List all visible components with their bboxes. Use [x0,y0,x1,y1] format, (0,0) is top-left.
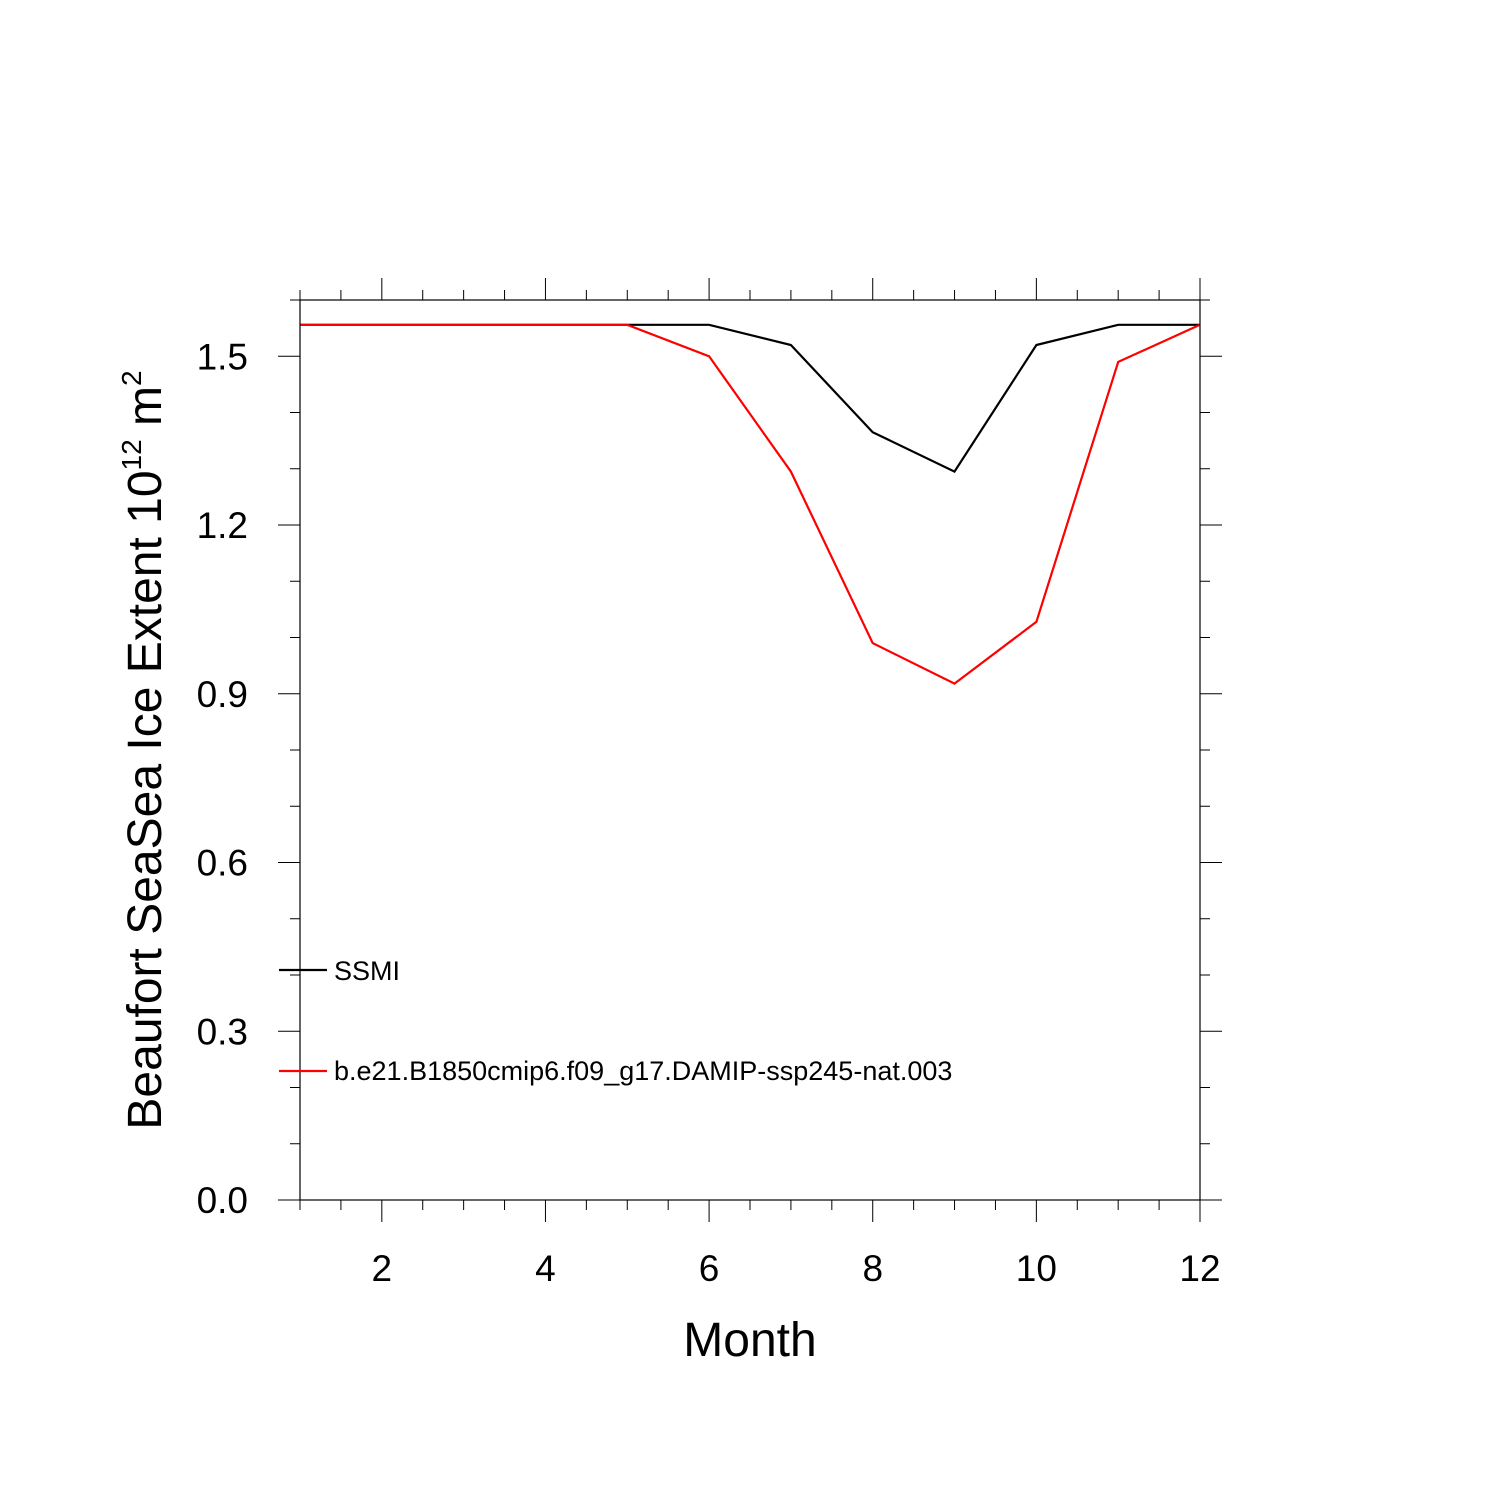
legend-label-model: b.e21.B1850cmip6.f09_g17.DAMIP-ssp245-na… [334,1056,952,1086]
y-tick-label: 1.5 [197,336,248,377]
y-axis-title-exp: 12 [116,439,147,470]
plot-frame [299,299,1201,1201]
y-axis-title: Beaufort SeaSea Ice Extent 1012 m2 [116,370,172,1129]
x-tick-label: 10 [1016,1248,1057,1289]
x-tick-label: 12 [1179,1248,1220,1289]
x-tick-label: 6 [699,1248,720,1289]
series-layer [300,323,1201,685]
series-line-model [300,323,1201,685]
legend-label-ssmi: SSMI [334,956,400,986]
legend: SSMI b.e21.B1850cmip6.f09_g17.DAMIP-ssp2… [279,956,952,1086]
x-axis-title: Month [683,1314,816,1367]
y-tick-label: 0.6 [197,843,248,884]
x-tick-label: 2 [372,1248,393,1289]
y-tick-label: 0.3 [197,1011,248,1052]
y-axis-title-unit: m [119,386,172,439]
y-axis-title-unit-exp: 2 [116,370,147,386]
y-tick-label: 1.2 [197,505,248,546]
ticks-layer [278,278,1222,1222]
x-tick-label: 8 [862,1248,883,1289]
y-tick-label: 0.0 [197,1180,248,1221]
y-axis-title-main: Beaufort SeaSea Ice Extent 10 [119,470,172,1129]
labels-layer: 2 4 6 8 10 12 0.0 0.3 0.6 0.9 1.2 1.5 [197,336,1221,1289]
series-line-ssmi [300,323,1200,474]
y-tick-label: 0.9 [197,674,248,715]
x-tick-label: 4 [535,1248,556,1289]
